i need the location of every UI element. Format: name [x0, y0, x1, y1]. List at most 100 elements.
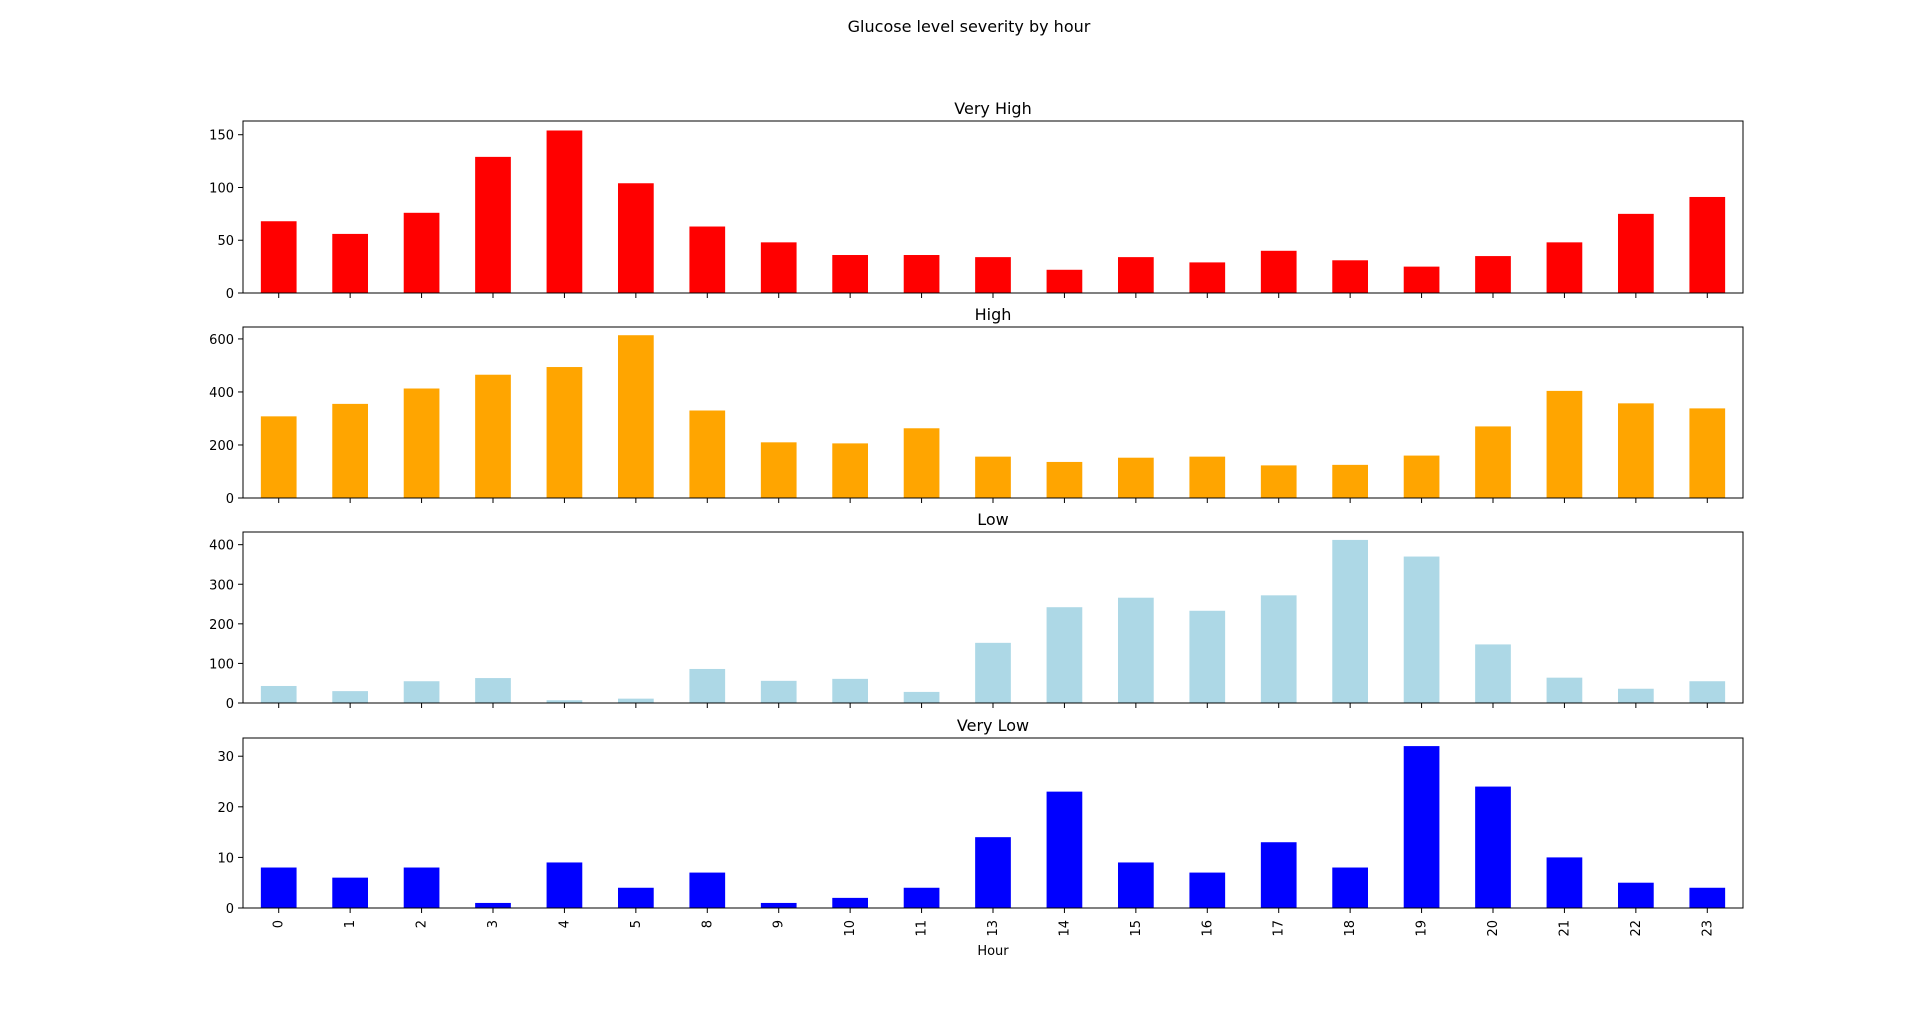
- x-tick-label: 14: [1057, 920, 1072, 937]
- bar: [832, 678, 868, 703]
- bar: [1332, 464, 1368, 498]
- bar: [1475, 256, 1511, 293]
- axes-frame: [242, 120, 1744, 294]
- bar: [1332, 539, 1368, 703]
- bar: [1546, 857, 1583, 908]
- bar: [1618, 688, 1654, 703]
- bar: [1046, 461, 1083, 498]
- bar: [1260, 465, 1297, 498]
- bar: [1403, 266, 1440, 293]
- x-tick-label: 23: [1700, 920, 1715, 937]
- bar: [546, 700, 583, 703]
- bar: [1618, 213, 1654, 293]
- bar: [546, 367, 583, 498]
- bar: [1260, 595, 1297, 703]
- bar: [1189, 610, 1226, 703]
- bar: [332, 691, 368, 703]
- bar: [1618, 882, 1654, 908]
- bar: [546, 862, 583, 908]
- bar: [1189, 872, 1226, 908]
- y-tick-label: 600: [209, 333, 234, 348]
- bar: [1332, 867, 1368, 908]
- bar: [760, 242, 797, 293]
- y-tick-label: 100: [209, 181, 234, 196]
- x-tick-label: 10: [843, 920, 858, 937]
- bar: [1403, 746, 1440, 908]
- y-tick-label: 50: [217, 234, 234, 249]
- x-tick-label: 0: [272, 920, 287, 928]
- y-tick-label: 0: [226, 902, 234, 917]
- x-tick-label: 15: [1129, 920, 1144, 937]
- bar: [403, 681, 440, 703]
- bar: [260, 867, 297, 908]
- x-tick-label: 5: [629, 920, 644, 928]
- x-tick-label: 19: [1415, 920, 1430, 937]
- subplot-title: Very High: [954, 99, 1031, 118]
- bar: [260, 685, 297, 703]
- bar: [618, 335, 654, 498]
- bar: [975, 257, 1011, 293]
- bar: [260, 416, 297, 498]
- x-tick-label: 20: [1486, 920, 1501, 937]
- bar: [1618, 403, 1654, 498]
- bar: [1475, 426, 1511, 498]
- bar: [832, 443, 868, 498]
- y-tick-label: 200: [209, 439, 234, 454]
- bar: [1046, 791, 1083, 908]
- bar: [332, 233, 368, 293]
- x-tick-label: 13: [986, 920, 1001, 937]
- bar: [618, 698, 654, 703]
- bar: [1689, 681, 1726, 703]
- bar: [1689, 887, 1726, 908]
- bar: [260, 221, 297, 293]
- bar: [903, 255, 940, 293]
- bar: [403, 212, 440, 293]
- bar: [475, 156, 511, 293]
- bar: [903, 887, 940, 908]
- subplot-title: High: [975, 305, 1012, 324]
- axes-frame: [242, 531, 1744, 704]
- y-tick-label: 200: [209, 618, 234, 633]
- bar: [332, 877, 368, 908]
- x-tick-label: 8: [700, 920, 715, 928]
- y-tick-label: 400: [209, 539, 234, 554]
- bar: [1118, 597, 1154, 703]
- bar: [1046, 269, 1083, 293]
- bar: [1118, 257, 1154, 293]
- x-tick-label: 17: [1272, 920, 1287, 937]
- bar: [1475, 644, 1511, 703]
- y-tick-label: 0: [226, 492, 234, 507]
- axes-frame: [242, 737, 1744, 909]
- bar: [618, 183, 654, 293]
- bar: [760, 442, 797, 498]
- bar: [1546, 390, 1583, 498]
- x-tick-label: 2: [415, 920, 430, 928]
- bar: [475, 678, 511, 703]
- x-tick-label: 18: [1343, 920, 1358, 937]
- bar: [403, 388, 440, 498]
- bar: [975, 837, 1011, 908]
- y-tick-label: 0: [226, 697, 234, 712]
- bar: [475, 902, 511, 908]
- bar: [1046, 607, 1083, 703]
- bar: [1403, 455, 1440, 498]
- bar: [1260, 250, 1297, 293]
- y-tick-label: 10: [217, 851, 234, 866]
- bar: [1546, 242, 1583, 293]
- bar: [403, 867, 440, 908]
- x-tick-label: 3: [486, 920, 501, 928]
- bar: [1689, 408, 1726, 498]
- bar: [903, 691, 940, 703]
- x-tick-label: 9: [772, 920, 787, 928]
- y-tick-label: 30: [217, 750, 234, 765]
- bar: [903, 428, 940, 498]
- bar: [1189, 262, 1226, 293]
- x-tick-label: 11: [915, 920, 930, 937]
- x-tick-label: 1: [343, 920, 358, 928]
- bar: [832, 255, 868, 293]
- y-tick-label: 150: [209, 129, 234, 144]
- bar: [832, 897, 868, 908]
- bar: [975, 456, 1011, 498]
